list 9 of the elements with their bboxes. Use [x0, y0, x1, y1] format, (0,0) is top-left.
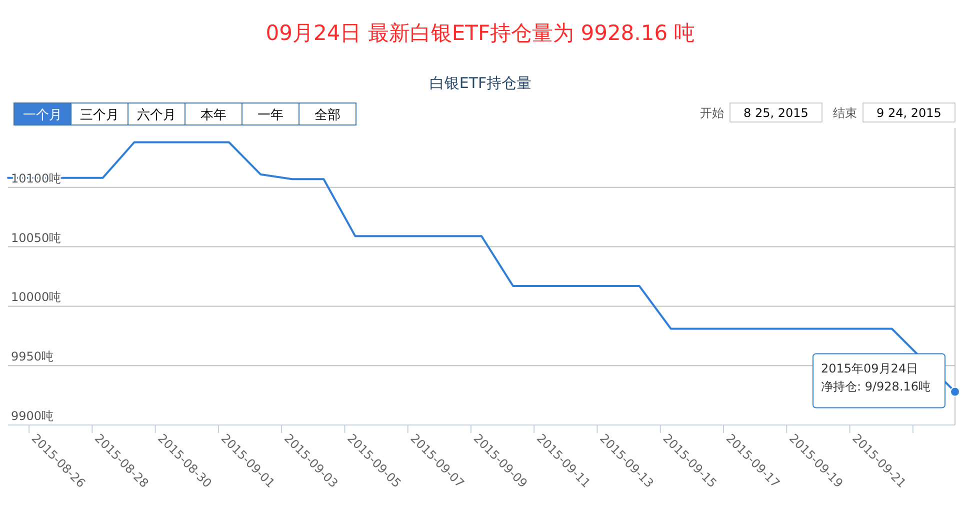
chart-title: 09月24日 最新白银ETF持仓量为 9928.16 吨: [266, 21, 696, 45]
y-tick-label: 9950吨: [11, 350, 54, 364]
annotation: 2015年09月24日: [821, 362, 918, 376]
y-tick-label: 9900吨: [11, 409, 54, 423]
annotation: 净持仓: 9/928.16吨: [821, 380, 931, 394]
range-selector: 一个月 三个月 六个月 本年 一年 全部 开始 8 25, 2015 结束 9 24, 2015: [14, 102, 956, 126]
y-tick-label: 10050吨: [11, 230, 62, 245]
y-tick-label: 10000吨: [11, 290, 62, 304]
chart-subtitle: 白银ETF持仓量: [429, 74, 532, 92]
